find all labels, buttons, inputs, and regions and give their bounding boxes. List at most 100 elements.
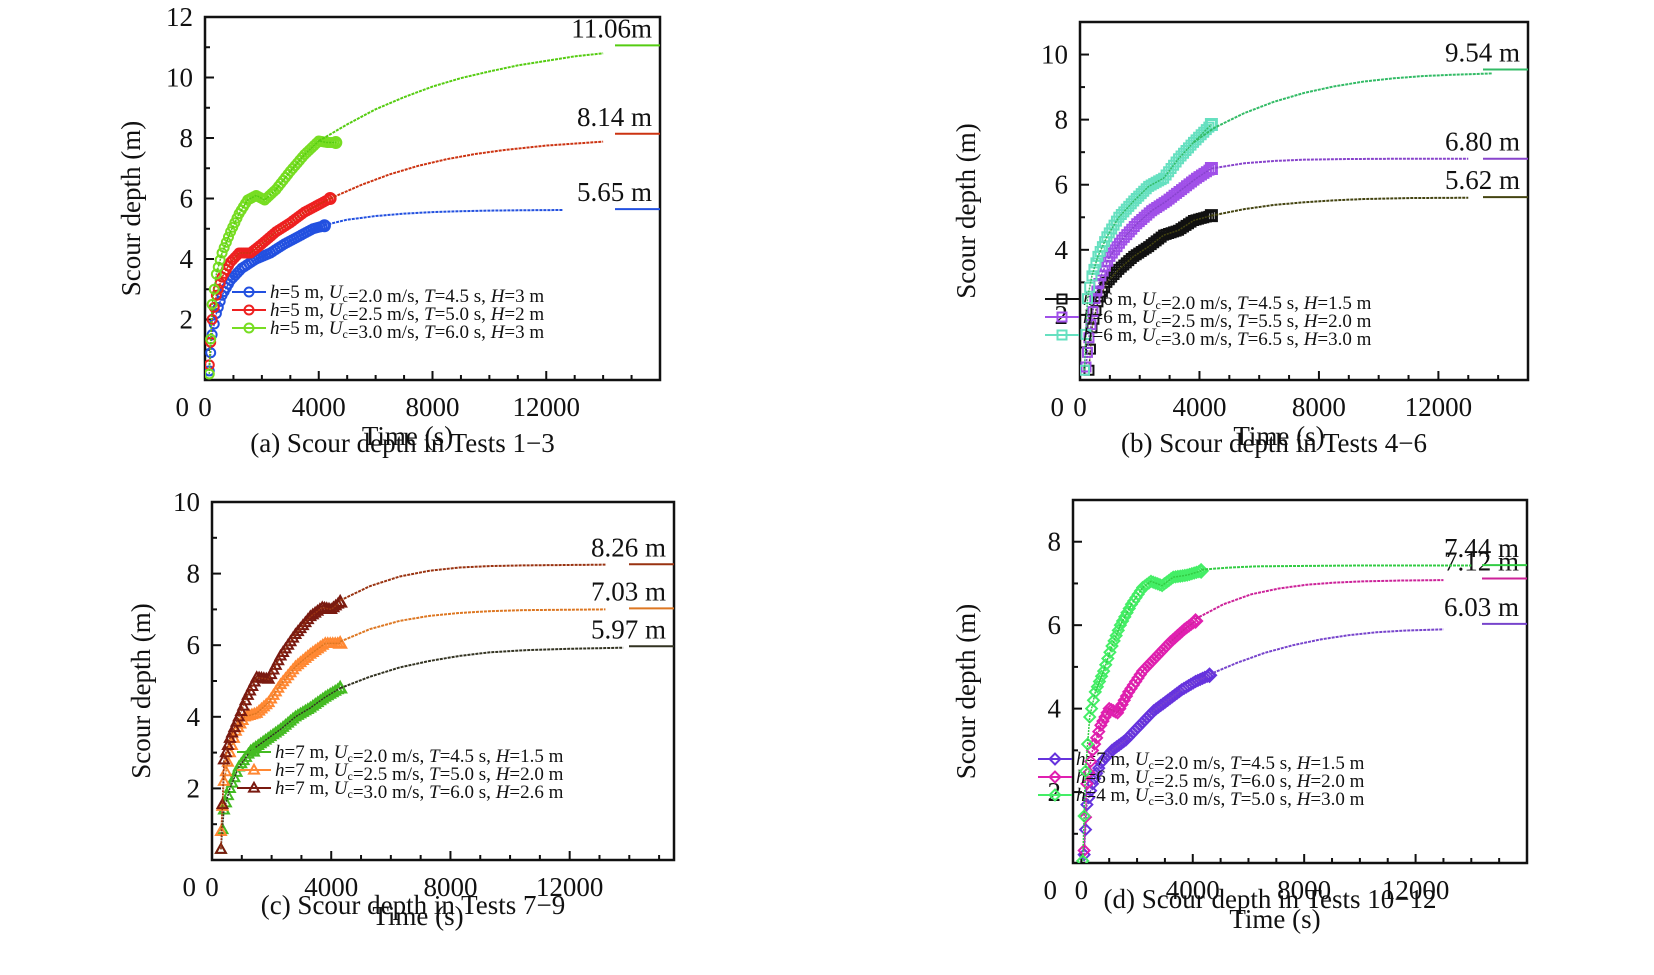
x-tick-label: 0	[205, 872, 219, 902]
data-point	[1146, 205, 1158, 217]
data-point	[1141, 209, 1153, 221]
data-point	[1130, 249, 1142, 261]
data-point	[1178, 147, 1190, 159]
data-point	[1165, 162, 1177, 174]
asymptote-label: 7.44 m	[1444, 533, 1519, 563]
fit-curve	[1211, 196, 1469, 217]
data-point	[1130, 193, 1142, 205]
data-point	[1116, 234, 1128, 246]
fit-curve	[324, 208, 564, 227]
data-point	[1128, 220, 1140, 232]
data-point	[1186, 176, 1197, 188]
legend-label: h=6 m, Uc=2.5 m/s, T=5.5 s, H=2.0 m	[1083, 307, 1372, 332]
y-tick-label: 4	[1048, 694, 1062, 724]
data-point	[1133, 216, 1145, 228]
legend-item: h=7 m, Uc=2.0 m/s, T=4.5 s, H=1.5 m	[237, 742, 564, 767]
series-1	[1077, 628, 1444, 862]
data-point	[1115, 614, 1130, 628]
x-tick-label: 8000	[1277, 875, 1331, 905]
data-point	[1138, 211, 1150, 223]
y-tick-label: 8	[187, 559, 201, 589]
asymptote-label: 5.97 m	[591, 614, 666, 644]
legend-item: h=7 m, Uc=3.0 m/s, T=6.0 s, H=2.6 m	[237, 778, 564, 803]
data-line	[208, 140, 336, 374]
data-point	[317, 219, 331, 233]
data-point	[1111, 241, 1123, 253]
data-line	[220, 642, 341, 832]
data-point	[1133, 247, 1145, 259]
data-point	[1121, 229, 1133, 241]
legend-marker	[243, 322, 255, 334]
data-point	[1125, 252, 1137, 264]
legend-label: h=7 m, Uc=2.0 m/s, T=4.5 s, H=1.5 m	[275, 742, 564, 767]
y-tick-label: 6	[1055, 170, 1069, 200]
fit-curve	[1192, 72, 1493, 144]
data-point	[1085, 319, 1097, 331]
legend-marker	[1048, 752, 1062, 766]
asymptote-label: 7.03 m	[591, 576, 666, 606]
data-point	[1173, 186, 1185, 198]
data-point	[1145, 239, 1157, 251]
y-tick-label: 6	[187, 630, 201, 660]
asymptote-label: 7.12 m	[1444, 546, 1519, 576]
legend-marker	[243, 304, 255, 316]
data-point	[1151, 202, 1163, 214]
y-tick-label: 10	[1041, 40, 1068, 70]
data-point	[218, 242, 230, 254]
legend-label: h=5 m, Uc=3.0 m/s, T=6.0 s, H=3 m	[270, 318, 544, 343]
data-point	[1136, 213, 1148, 225]
series-3	[205, 52, 604, 380]
data-point	[1178, 182, 1190, 194]
data-point	[222, 231, 234, 243]
data-point	[1080, 797, 1094, 812]
x-tick-label: 12000	[1382, 875, 1450, 905]
data-point	[259, 697, 273, 710]
data-line	[208, 197, 331, 365]
data-point	[1180, 145, 1192, 157]
series-1	[205, 208, 564, 377]
data-line	[1083, 123, 1212, 371]
asymptote-label: 8.26 m	[591, 532, 666, 562]
data-point	[214, 824, 228, 836]
data-point	[1158, 172, 1170, 184]
panel-c: 0 4000 8000 12000 2 4 6 8 10 0 Time (s) Scour depth…	[126, 487, 676, 931]
y-tick-label: 12	[166, 2, 193, 32]
data-point	[1173, 153, 1185, 165]
data-point	[1126, 223, 1138, 235]
data-point	[1133, 190, 1145, 202]
legend-label: h=5 m, Uc=2.5 m/s, T=5.0 s, H=2 m	[270, 300, 544, 325]
legend-item: h=7 m, Uc=2.5 m/s, T=5.0 s, H=2.0 m	[237, 760, 564, 785]
data-point	[1161, 195, 1173, 207]
fit-curve	[1211, 157, 1469, 170]
data-point	[1176, 184, 1188, 196]
y-zero-label: 0	[176, 392, 190, 422]
data-point	[1101, 276, 1113, 288]
legend-marker	[1048, 770, 1062, 784]
data-point	[1143, 180, 1155, 192]
fit-curve	[1195, 579, 1444, 620]
x-tick-label: 0	[198, 392, 212, 422]
data-point	[1138, 244, 1150, 256]
fit-curve	[329, 140, 604, 200]
fit-curve	[339, 608, 606, 643]
data-point	[1168, 159, 1180, 171]
fit-curve	[318, 52, 604, 142]
data-point	[1118, 231, 1130, 243]
series-2	[1080, 157, 1469, 373]
data-point	[1087, 306, 1099, 318]
panel-caption: (a) Scour depth in Tests 1−3	[250, 428, 555, 458]
series-2	[205, 140, 604, 371]
data-point	[1140, 242, 1152, 254]
legend-marker	[247, 780, 261, 793]
fit-curve	[339, 646, 624, 690]
data-point	[215, 797, 230, 810]
x-tick-label: 4000	[1172, 392, 1226, 422]
data-point	[1115, 209, 1127, 221]
data-point	[1131, 218, 1143, 230]
data-point	[1163, 193, 1175, 205]
x-tick-label: 8000	[423, 872, 477, 902]
data-point	[1148, 237, 1160, 249]
data-point	[216, 247, 228, 259]
data-point	[1128, 250, 1140, 262]
data-point	[1155, 174, 1167, 186]
